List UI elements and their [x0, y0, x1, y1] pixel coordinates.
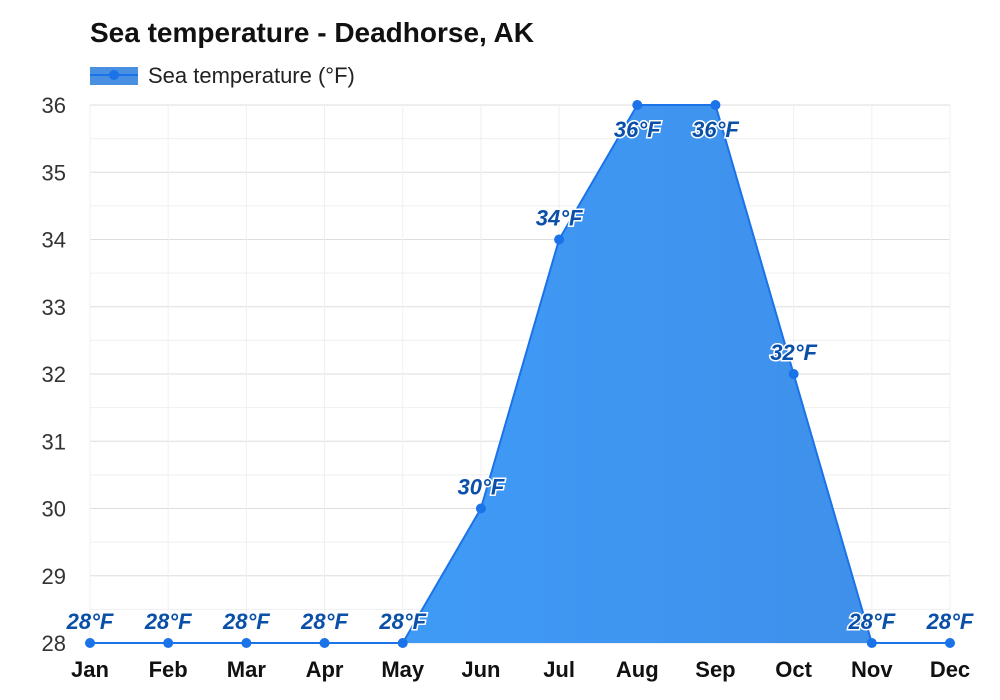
data-label-may: 28°F: [378, 609, 426, 634]
data-point-jan[interactable]: [85, 638, 95, 648]
points-layer: [85, 100, 955, 648]
legend[interactable]: Sea temperature (°F): [90, 63, 355, 88]
data-point-sep[interactable]: [710, 100, 721, 110]
data-label-nov: 28°F: [847, 609, 895, 634]
y-tick-label: 28: [42, 631, 66, 656]
x-axis: Jan Feb Mar Apr May Jun Jul Aug Sep Oct Nov Dec: [71, 657, 970, 682]
data-point-jun[interactable]: [475, 503, 486, 514]
data-point-oct[interactable]: [788, 369, 799, 379]
y-tick-label: 32: [42, 362, 66, 387]
data-label-dec: 28°F: [926, 609, 974, 634]
data-point-jul[interactable]: [554, 234, 565, 245]
legend-marker: [109, 70, 119, 80]
data-label-jul: 34°F: [536, 206, 583, 231]
data-point-feb[interactable]: [163, 638, 174, 648]
data-label-feb: 28°F: [144, 609, 192, 634]
x-tick-label: Nov: [851, 657, 893, 682]
data-label-sep: 36°F: [692, 117, 739, 142]
y-tick-label: 34: [42, 228, 66, 253]
x-tick-label: Apr: [306, 657, 344, 682]
y-tick-label: 33: [42, 295, 66, 320]
y-tick-label: 31: [42, 429, 66, 454]
data-point-may[interactable]: [397, 638, 408, 648]
data-point-apr[interactable]: [319, 638, 330, 648]
y-tick-label: 29: [42, 564, 66, 589]
x-tick-label: Jul: [543, 657, 575, 682]
x-tick-label: Jan: [71, 657, 109, 682]
x-tick-label: Feb: [149, 657, 188, 682]
chart-title: Sea temperature - Deadhorse, AK: [90, 17, 534, 48]
x-tick-label: May: [381, 657, 425, 682]
x-tick-label: Dec: [930, 657, 970, 682]
data-point-nov[interactable]: [866, 638, 877, 648]
y-tick-label: 30: [42, 497, 66, 522]
data-labels: 28°F 28°F 28°F 28°F 28°F 30°F 34°F 36°F 36°F 32°F…: [64, 116, 975, 636]
y-tick-label: 36: [42, 93, 66, 118]
legend-label: Sea temperature (°F): [148, 63, 355, 88]
data-label-jun: 30°F: [458, 475, 505, 500]
area-layer: [90, 104, 950, 644]
x-tick-label: Oct: [775, 657, 812, 682]
data-point-aug[interactable]: [632, 100, 643, 110]
x-tick-label: Sep: [695, 657, 735, 682]
x-tick-label: Aug: [616, 657, 659, 682]
data-label-apr: 28°F: [300, 609, 348, 634]
x-tick-label: Mar: [227, 657, 267, 682]
y-axis: 28 29 30 31 32 33 34 35 36: [42, 93, 66, 656]
data-label-aug: 36°F: [614, 117, 661, 142]
y-tick-label: 35: [42, 160, 66, 185]
data-label-oct: 32°F: [770, 340, 817, 365]
data-point-dec[interactable]: [945, 638, 955, 648]
series-line: [90, 104, 950, 644]
data-label-jan: 28°F: [66, 609, 114, 634]
x-tick-label: Jun: [461, 657, 500, 682]
data-label-mar: 28°F: [222, 609, 270, 634]
data-point-mar[interactable]: [241, 638, 252, 648]
